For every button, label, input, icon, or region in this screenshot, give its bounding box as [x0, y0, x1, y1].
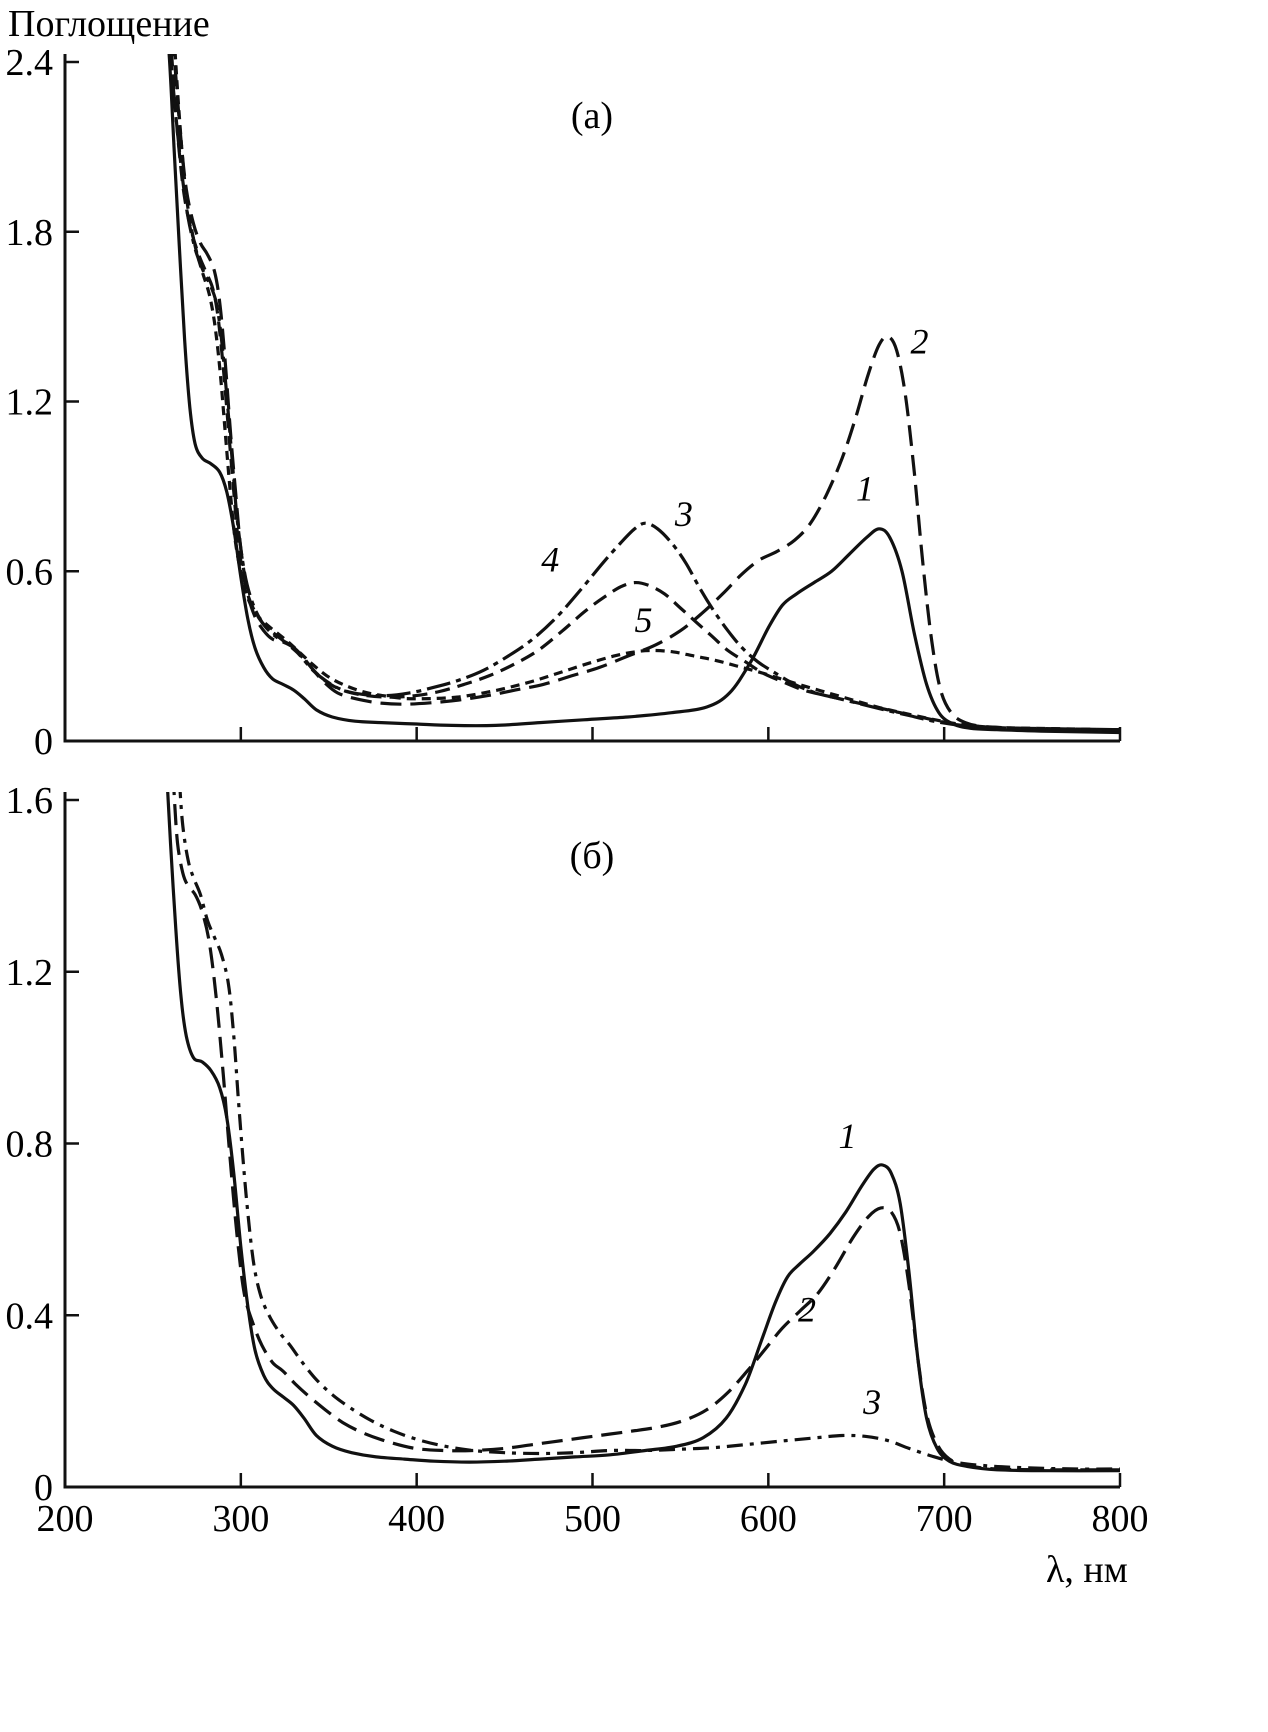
x-tick-label: 400 [388, 1498, 445, 1540]
curve-label: 2 [798, 1290, 816, 1330]
x-tick-label: 800 [1092, 1498, 1149, 1540]
curve-label: 1 [856, 469, 874, 509]
x-tick-label: 700 [916, 1498, 973, 1540]
curve-2-panel-1 [172, 792, 1121, 1472]
panel-b-label: (б) [569, 835, 615, 877]
curve-label: 1 [838, 1116, 856, 1156]
curve-label: 3 [862, 1382, 881, 1422]
y-axis-title: Поглощение [8, 3, 210, 45]
y-tick-label: 0.6 [6, 551, 54, 593]
curve-1-panel-1 [166, 792, 1121, 1473]
curve-3-panel-1 [178, 792, 1121, 1471]
curve-4-panel-0 [170, 54, 1121, 732]
y-tick-label: 1.8 [6, 212, 54, 254]
y-tick-label: 1.2 [6, 952, 54, 994]
y-tick-label: 0.8 [6, 1124, 54, 1166]
curve-label: 4 [541, 539, 559, 579]
y-tick-label: 1.2 [6, 382, 54, 424]
x-tick-label: 300 [212, 1498, 269, 1540]
panel-a-label: (а) [570, 95, 614, 137]
x-tick-label: 200 [37, 1498, 94, 1540]
curve-1-panel-0 [167, 54, 1121, 735]
x-axis-title: λ, нм [1046, 1549, 1128, 1591]
curve-label: 3 [674, 494, 693, 534]
y-tick-label: 2.4 [6, 42, 54, 84]
curve-label: 2 [911, 321, 929, 361]
axes-panel-1 [63, 792, 1120, 1489]
curve-2-panel-0 [172, 54, 1121, 732]
curve-label: 5 [634, 600, 652, 640]
y-tick-label: 1.6 [6, 780, 54, 822]
y-tick-label: 0 [34, 1467, 53, 1509]
curve-5-panel-0 [173, 54, 1121, 732]
x-tick-label: 500 [564, 1498, 621, 1540]
y-tick-label: 0.4 [6, 1295, 54, 1337]
x-tick-label: 600 [740, 1498, 797, 1540]
y-tick-label: 0 [34, 721, 53, 763]
